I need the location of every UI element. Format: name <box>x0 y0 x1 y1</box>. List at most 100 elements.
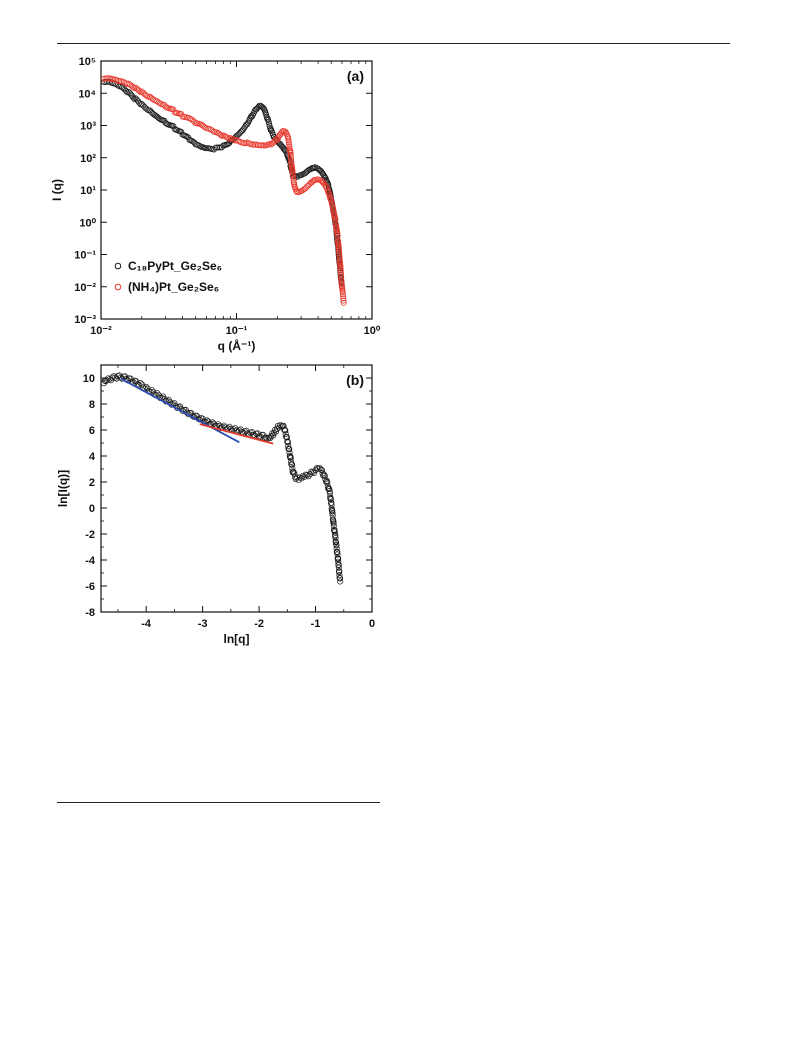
data-point <box>109 374 116 381</box>
legend-label: C₁₈PyPt_Ge₂Se₆ <box>128 259 222 273</box>
data-point <box>336 572 343 579</box>
y-tick-label: 10⁰ <box>79 217 96 229</box>
data-point <box>328 197 335 204</box>
y-tick-label: 10³ <box>80 121 96 133</box>
data-point <box>316 465 323 472</box>
data-point <box>321 173 328 180</box>
data-point <box>251 141 258 148</box>
data-point <box>333 230 340 237</box>
data-point <box>323 478 330 485</box>
series-lnI <box>100 372 344 585</box>
data-point <box>289 168 296 175</box>
data-point <box>340 293 347 300</box>
data-point <box>339 289 346 296</box>
data-point <box>340 299 347 306</box>
y-axis-title: I (q) <box>50 179 64 201</box>
x-tick-label: 10⁻² <box>90 325 112 337</box>
data-point <box>329 510 336 517</box>
data-point <box>244 121 251 128</box>
data-point <box>322 174 328 181</box>
data-point <box>288 458 295 465</box>
data-point <box>250 141 257 148</box>
data-point <box>339 291 346 298</box>
data-point <box>266 122 273 129</box>
y-tick-label: 10 <box>83 373 95 385</box>
data-point <box>256 142 263 149</box>
data-point <box>285 139 292 146</box>
data-point <box>333 539 340 546</box>
y-tick-label: -4 <box>85 555 96 567</box>
data-point <box>333 542 340 549</box>
data-point <box>282 430 289 438</box>
data-point <box>287 147 294 154</box>
data-point <box>335 555 342 562</box>
y-tick-label: 4 <box>89 451 96 463</box>
data-point <box>287 455 294 462</box>
legend-marker <box>114 283 122 291</box>
data-point <box>290 173 296 179</box>
data-point <box>336 250 343 257</box>
data-point <box>287 149 294 156</box>
data-point <box>289 170 296 177</box>
data-point <box>335 244 342 251</box>
data-point <box>282 427 289 434</box>
data-point <box>335 246 342 253</box>
data-point <box>273 425 281 432</box>
fit-line-red <box>199 423 274 445</box>
data-point <box>108 76 115 83</box>
data-point <box>321 472 328 479</box>
data-point <box>208 126 214 133</box>
data-point <box>304 471 311 479</box>
y-tick-label: 10⁵ <box>79 56 96 68</box>
data-point <box>238 128 244 135</box>
data-point <box>286 446 293 453</box>
data-point <box>271 429 278 436</box>
data-point <box>335 564 342 571</box>
y-tick-label: 2 <box>89 477 95 489</box>
y-tick-label: -8 <box>85 607 95 619</box>
data-point <box>137 89 144 96</box>
y-tick-label: -6 <box>85 581 95 593</box>
data-point <box>325 485 332 492</box>
legend: C₁₈PyPt_Ge₂Se₆ (NH₄)Pt_Ge₂Se₆ <box>114 259 222 294</box>
data-point <box>328 499 335 506</box>
data-point <box>137 380 144 387</box>
data-point <box>287 154 294 161</box>
data-point <box>337 269 344 276</box>
data-point <box>267 126 274 133</box>
x-tick-label: -4 <box>141 618 152 630</box>
data-point <box>224 134 231 141</box>
data-point <box>337 265 344 272</box>
data-point <box>200 144 207 151</box>
data-point <box>241 125 248 131</box>
y-tick-label: 10⁻³ <box>74 314 96 326</box>
data-point <box>333 545 340 552</box>
data-point <box>286 141 293 148</box>
fit-line-blue <box>120 377 240 444</box>
panel-label: (b) <box>346 372 364 388</box>
x-tick-label: -1 <box>311 618 321 630</box>
data-point <box>336 575 344 582</box>
data-point <box>117 374 124 381</box>
y-tick-label: -2 <box>85 529 95 541</box>
data-point <box>331 529 338 536</box>
x-tick-label: 10⁰ <box>364 325 381 337</box>
data-point <box>286 449 293 456</box>
data-point <box>285 137 292 144</box>
data-point <box>330 522 337 530</box>
data-point <box>240 126 247 133</box>
y-tick-label: 10¹ <box>80 185 96 197</box>
data-point <box>272 428 280 435</box>
data-point <box>104 75 110 82</box>
data-point <box>336 252 343 259</box>
x-tick-label: -2 <box>254 618 264 630</box>
data-point <box>288 158 295 165</box>
data-point <box>337 267 344 274</box>
plot-frame <box>100 364 373 613</box>
x-tick-label: 0 <box>369 618 375 630</box>
y-axis-title: ln[I(q)] <box>56 470 70 507</box>
data-point <box>114 77 121 84</box>
data-point <box>203 145 210 152</box>
data-point <box>340 297 347 304</box>
data-point <box>324 479 331 486</box>
